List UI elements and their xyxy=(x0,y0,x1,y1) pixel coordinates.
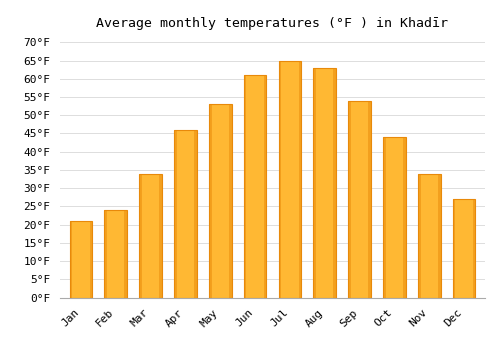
Bar xyxy=(194,130,196,298)
Bar xyxy=(334,68,336,298)
Bar xyxy=(244,75,266,298)
Bar xyxy=(348,101,371,298)
Bar xyxy=(70,221,72,298)
Bar xyxy=(278,61,281,298)
Bar xyxy=(418,174,440,298)
Bar xyxy=(348,101,351,298)
Bar xyxy=(264,75,266,298)
Bar xyxy=(298,61,301,298)
Bar xyxy=(383,137,386,298)
Bar xyxy=(140,174,162,298)
Bar xyxy=(229,104,232,298)
Bar xyxy=(314,68,316,298)
Bar xyxy=(174,130,177,298)
Bar xyxy=(209,104,212,298)
Bar xyxy=(403,137,406,298)
Bar xyxy=(278,61,301,298)
Bar xyxy=(368,101,371,298)
Bar xyxy=(383,137,406,298)
Bar xyxy=(453,199,475,298)
Bar xyxy=(174,130,197,298)
Bar xyxy=(209,104,232,298)
Bar xyxy=(140,174,142,298)
Bar xyxy=(453,199,456,298)
Bar xyxy=(244,75,246,298)
Bar xyxy=(472,199,476,298)
Bar xyxy=(70,221,92,298)
Bar xyxy=(124,210,127,298)
Bar xyxy=(418,174,420,298)
Bar xyxy=(159,174,162,298)
Bar xyxy=(438,174,440,298)
Bar xyxy=(90,221,92,298)
Bar xyxy=(104,210,127,298)
Title: Average monthly temperatures (°F ) in Khadīr: Average monthly temperatures (°F ) in Kh… xyxy=(96,17,448,30)
Bar xyxy=(104,210,107,298)
Bar xyxy=(314,68,336,298)
